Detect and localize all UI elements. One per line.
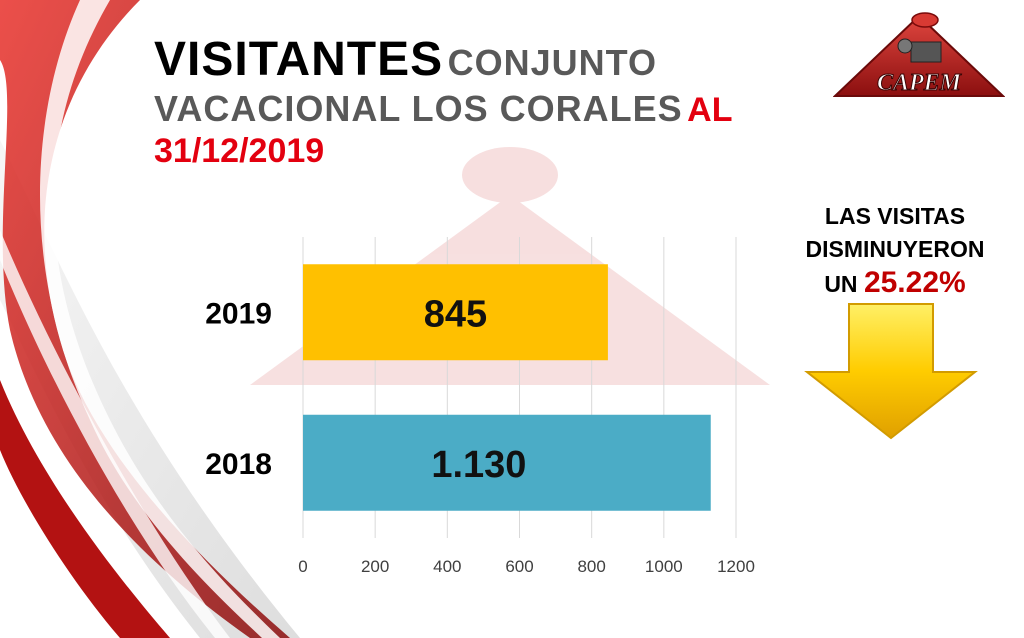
x-tick-label: 600 (505, 557, 533, 576)
bar-2019 (303, 264, 608, 361)
x-tick-label: 400 (433, 557, 461, 576)
title-al: AL (687, 91, 733, 129)
x-tick-label: 0 (298, 557, 307, 576)
x-tick-label: 200 (361, 557, 389, 576)
title-visitantes: VISITANTES (154, 33, 444, 86)
x-tick-label: 1000 (645, 557, 683, 576)
title-conjunto: CONJUNTO (447, 42, 657, 83)
note-line-1: LAS VISITAS (824, 203, 966, 229)
note-line-2: DISMINUYERON (805, 236, 985, 262)
title-vacacional: VACACIONAL LOS CORALES (154, 88, 683, 129)
capem-logo: CAPEM (833, 12, 1005, 97)
down-arrow-icon (804, 303, 978, 440)
bar-2018 (303, 414, 711, 511)
title-date: 31/12/2019 (154, 132, 325, 170)
note-line-3-prefix: UN (824, 271, 858, 297)
data-label: 845 (424, 293, 487, 335)
data-label: 1.130 (431, 444, 526, 486)
note-percent: 25.22% (863, 266, 966, 299)
category-label: 2018 (205, 448, 272, 481)
logo-text: CAPEM (877, 70, 963, 96)
x-tick-label: 1200 (717, 557, 755, 576)
x-tick-label: 800 (577, 557, 605, 576)
decrease-note: LAS VISITAS DISMINUYERON UN 25.22% (780, 200, 1010, 301)
category-label: 2019 (205, 297, 272, 330)
